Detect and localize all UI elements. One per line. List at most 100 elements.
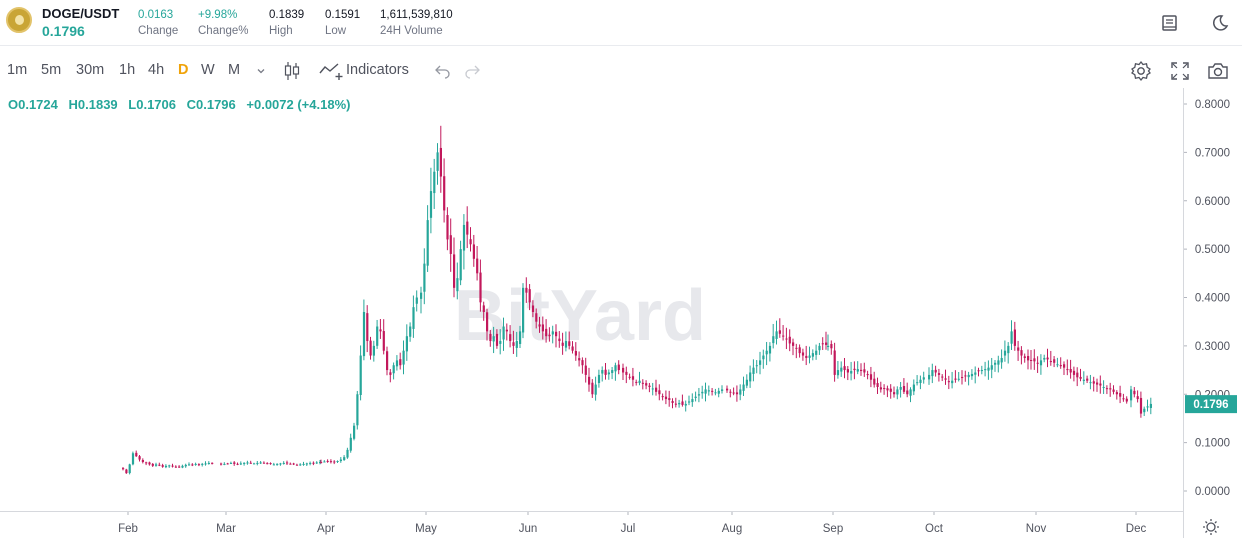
candle-body bbox=[1027, 356, 1030, 361]
candle-body bbox=[671, 401, 674, 403]
candle-body bbox=[423, 263, 426, 292]
timeframe-5m[interactable]: 5m bbox=[41, 62, 62, 78]
candle-body bbox=[846, 369, 849, 373]
book-icon[interactable] bbox=[1161, 14, 1179, 32]
candle-body bbox=[395, 360, 399, 367]
candle-body bbox=[916, 382, 919, 384]
candle-body bbox=[571, 346, 574, 351]
candle-body bbox=[1033, 358, 1036, 362]
chevron-down-icon[interactable] bbox=[255, 65, 267, 77]
x-tick-label: Feb bbox=[118, 523, 138, 535]
indicators-button[interactable]: Indicators bbox=[346, 62, 409, 78]
candle-body bbox=[259, 462, 262, 464]
candle-body bbox=[974, 372, 977, 375]
timeframe-1m[interactable]: 1m bbox=[7, 62, 28, 78]
undo-icon[interactable] bbox=[434, 63, 452, 79]
candle-body bbox=[658, 390, 661, 395]
candle-body bbox=[456, 278, 459, 292]
candle-body bbox=[801, 352, 805, 356]
timeframe-m[interactable]: M bbox=[228, 62, 241, 78]
candle-body bbox=[568, 341, 571, 346]
candle-body bbox=[745, 379, 748, 386]
candle-body bbox=[853, 368, 856, 371]
redo-icon[interactable] bbox=[463, 63, 481, 79]
timeframe-30m[interactable]: 30m bbox=[76, 62, 105, 78]
settings-icon[interactable] bbox=[1130, 60, 1152, 82]
x-tick-label: Mar bbox=[216, 523, 236, 535]
indicators-icon[interactable] bbox=[318, 61, 344, 81]
candle-body bbox=[772, 336, 775, 344]
candle-body bbox=[309, 462, 312, 464]
candle-body bbox=[495, 333, 499, 346]
price-chart[interactable]: BitYard 0.8000 0.7000 0.6000 0.5000 0.4000 0.… bbox=[0, 88, 1242, 540]
pair-name[interactable]: DOGE/USDT bbox=[42, 6, 120, 21]
candle-body bbox=[1086, 378, 1089, 381]
timeframe-w[interactable]: W bbox=[201, 62, 215, 78]
candle-body bbox=[601, 370, 604, 374]
x-tick-label: Apr bbox=[317, 523, 335, 535]
timeframe-d[interactable]: D bbox=[178, 62, 189, 78]
candle-body bbox=[694, 396, 697, 398]
ohlc-close: C0.1796 bbox=[186, 97, 236, 112]
candle-body bbox=[1125, 398, 1128, 402]
candle-body bbox=[482, 305, 485, 313]
candle-body bbox=[782, 335, 785, 337]
candle-body bbox=[581, 360, 584, 366]
candle-body bbox=[919, 379, 922, 383]
fullscreen-icon[interactable] bbox=[1170, 61, 1190, 81]
y-tick-label: 0.1000 bbox=[1195, 438, 1230, 450]
candle-body bbox=[439, 147, 442, 177]
candle-body bbox=[795, 347, 798, 349]
stat-change: 0.0163 Change bbox=[138, 7, 178, 39]
axis-settings-icon[interactable] bbox=[1203, 519, 1219, 535]
candle-body bbox=[707, 390, 710, 392]
candle-body bbox=[1149, 403, 1152, 408]
candle-body bbox=[678, 402, 681, 405]
candle-type-icon[interactable] bbox=[283, 61, 301, 81]
timeframe-1h[interactable]: 1h bbox=[119, 62, 136, 78]
candle-body bbox=[1039, 360, 1043, 366]
candle-body bbox=[584, 365, 587, 375]
candle-body bbox=[1049, 361, 1052, 363]
last-price: 0.1796 bbox=[42, 23, 85, 39]
candle-body bbox=[840, 367, 843, 372]
candle-body bbox=[655, 387, 658, 392]
candle-body bbox=[1059, 365, 1062, 367]
camera-icon[interactable] bbox=[1207, 61, 1229, 81]
candle-body bbox=[691, 399, 694, 403]
candle-body bbox=[229, 462, 233, 464]
candle-body bbox=[561, 342, 564, 346]
candle-body bbox=[426, 220, 429, 266]
last-price-label: 0.1796 bbox=[1193, 399, 1228, 411]
candle-body bbox=[1072, 370, 1076, 375]
candle-body bbox=[578, 358, 581, 361]
candle-body bbox=[366, 313, 369, 342]
candle-body bbox=[528, 289, 531, 303]
candle-body bbox=[788, 336, 791, 344]
candle-body bbox=[443, 176, 446, 211]
timeframe-4h[interactable]: 4h bbox=[148, 62, 165, 78]
candle-body bbox=[1130, 389, 1133, 401]
candle-body bbox=[522, 287, 525, 333]
price-axis[interactable]: 0.80000.70000.60000.50000.40000.30000.20… bbox=[1183, 99, 1230, 498]
candle-body bbox=[362, 312, 366, 357]
candle-body bbox=[1063, 364, 1066, 368]
candle-body bbox=[312, 462, 315, 464]
candle-body bbox=[359, 355, 362, 396]
time-axis[interactable]: Feb Mar Apr May Jun Jul Aug Sep Oct Nov Dec bbox=[118, 511, 1146, 535]
y-tick-label: 0.7000 bbox=[1195, 147, 1230, 159]
candle-body bbox=[545, 328, 548, 337]
x-tick-label: Jul bbox=[621, 523, 636, 535]
candle-body bbox=[505, 329, 508, 332]
candle-body bbox=[984, 369, 987, 371]
candle-body bbox=[538, 324, 541, 327]
candle-body bbox=[295, 464, 299, 466]
stat-low-label: Low bbox=[325, 25, 347, 37]
candle-body bbox=[825, 342, 828, 345]
candle-body bbox=[201, 463, 204, 465]
stat-low: 0.1591 Low bbox=[325, 7, 360, 39]
candle-body bbox=[721, 389, 724, 391]
candle-body bbox=[759, 360, 762, 365]
x-tick-label: Aug bbox=[722, 523, 742, 535]
moon-icon[interactable] bbox=[1211, 14, 1229, 32]
